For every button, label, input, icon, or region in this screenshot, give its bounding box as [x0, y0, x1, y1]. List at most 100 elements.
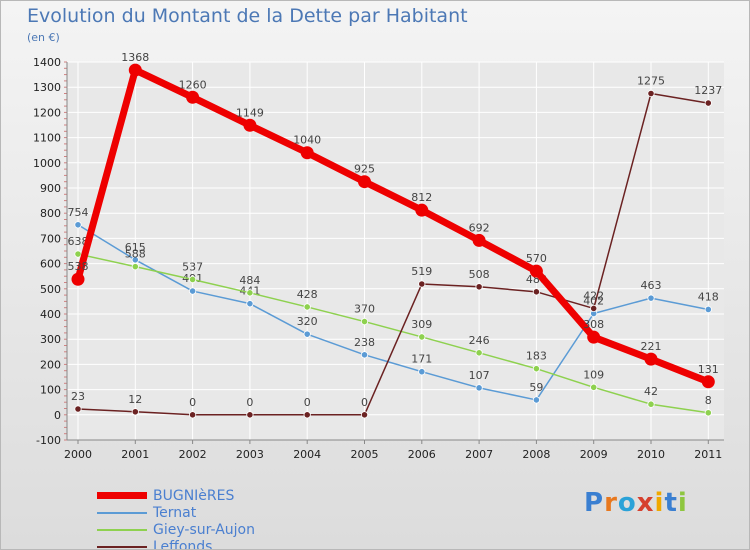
- data-label: 183: [526, 350, 547, 363]
- legend-item: Ternat: [97, 504, 255, 521]
- data-label: 422: [583, 289, 604, 302]
- data-label: 246: [469, 334, 490, 347]
- data-point: [529, 264, 543, 278]
- x-tick-label: 2006: [408, 448, 436, 461]
- data-label: 23: [71, 390, 85, 403]
- x-tick-label: 2001: [121, 448, 149, 461]
- data-label: 519: [411, 265, 432, 278]
- data-point: [704, 305, 712, 314]
- data-label: 754: [68, 206, 89, 219]
- logo-letter: o: [617, 488, 637, 518]
- legend-label: Ternat: [153, 504, 197, 521]
- data-label: 0: [246, 396, 253, 409]
- logo-letter: i: [654, 488, 665, 518]
- y-tick-label: 0: [54, 409, 61, 422]
- legend-label: BUGNIèRES: [153, 487, 235, 504]
- data-point: [415, 203, 429, 217]
- data-point: [587, 330, 601, 344]
- data-point: [647, 294, 655, 302]
- data-point: [590, 383, 598, 391]
- legend-swatch: [97, 511, 147, 514]
- plot-area: [67, 62, 724, 440]
- y-tick-label: 1100: [33, 132, 61, 145]
- chart-title: Evolution du Montant de la Dette par Hab…: [27, 5, 468, 27]
- data-label: 925: [354, 163, 375, 176]
- data-label: 370: [354, 303, 375, 316]
- data-label: 508: [469, 268, 490, 281]
- data-point: [246, 300, 254, 308]
- legend-label: Giey-sur-Aujon: [153, 521, 255, 538]
- legend-item: BUGNIèRES: [97, 487, 255, 504]
- series-line-leffonds: [77, 92, 710, 416]
- data-point: [131, 263, 139, 271]
- logo-letter: r: [604, 488, 618, 518]
- x-tick-label: 2008: [522, 448, 550, 461]
- data-point: [246, 289, 254, 297]
- data-point: [360, 351, 369, 359]
- data-point: [300, 146, 314, 160]
- data-label: 309: [411, 318, 432, 331]
- data-point: [475, 283, 483, 291]
- data-label: 1368: [121, 51, 149, 64]
- data-point: [189, 411, 197, 419]
- data-point: [418, 280, 426, 288]
- data-point: [186, 90, 200, 104]
- data-point: [360, 317, 369, 326]
- data-label: 615: [125, 241, 146, 254]
- y-tick-label: 600: [40, 258, 61, 271]
- data-label: 221: [641, 340, 662, 353]
- x-tick-label: 2002: [179, 448, 207, 461]
- data-label: 12: [128, 393, 142, 406]
- data-point: [71, 272, 85, 286]
- data-label: 538: [68, 260, 89, 273]
- data-point: [74, 250, 82, 258]
- data-point: [246, 411, 254, 419]
- data-label: 1260: [179, 78, 207, 91]
- data-point: [243, 118, 257, 132]
- chart-subtitle: (en €): [27, 31, 60, 44]
- data-label: 171: [411, 353, 432, 366]
- data-label: 0: [361, 396, 368, 409]
- series-line-bugnières: [74, 66, 712, 386]
- data-point: [303, 303, 311, 311]
- legend-swatch: [97, 545, 147, 548]
- x-tick-label: 2011: [694, 448, 722, 461]
- data-point: [131, 256, 139, 264]
- data-label: 107: [469, 369, 490, 382]
- data-label: 570: [526, 252, 547, 265]
- legend-item: Giey-sur-Aujon: [97, 521, 255, 538]
- data-point: [590, 304, 598, 313]
- data-point: [128, 63, 142, 77]
- legend-item: Leffonds: [97, 538, 255, 550]
- data-point: [704, 99, 712, 107]
- data-label: 402: [583, 294, 604, 307]
- logo-letter: t: [664, 488, 678, 518]
- data-label: 0: [304, 396, 311, 409]
- data-label: 109: [583, 368, 604, 381]
- data-label: 484: [239, 274, 260, 287]
- data-point: [475, 349, 483, 357]
- data-label: 418: [698, 290, 719, 303]
- legend-label: Leffonds: [153, 538, 213, 550]
- data-label: 308: [583, 318, 604, 331]
- data-point: [74, 221, 82, 229]
- logo-letter: P: [584, 488, 605, 518]
- data-label: 320: [297, 315, 318, 328]
- legend: BUGNIèRES Ternat Giey-sur-Aujon Leffonds: [97, 487, 255, 550]
- data-label: 42: [644, 385, 658, 398]
- data-point: [131, 408, 139, 416]
- y-tick-label: 1400: [33, 56, 61, 69]
- data-point: [532, 365, 541, 373]
- data-label: 1275: [637, 75, 665, 88]
- data-label: 131: [698, 363, 719, 376]
- data-label: 1040: [293, 134, 321, 147]
- x-tick-label: 2009: [580, 448, 608, 461]
- y-tick-label: 400: [40, 308, 61, 321]
- logo-letter: i: [677, 488, 688, 518]
- y-tick-label: 1300: [33, 81, 61, 94]
- logo-letter: x: [636, 488, 655, 518]
- y-tick-label: -100: [36, 434, 61, 447]
- data-point: [475, 384, 483, 392]
- y-tick-label: 100: [40, 384, 61, 397]
